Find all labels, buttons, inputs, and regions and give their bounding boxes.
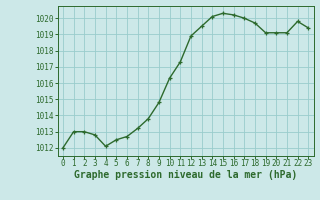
X-axis label: Graphe pression niveau de la mer (hPa): Graphe pression niveau de la mer (hPa) [74,170,297,180]
